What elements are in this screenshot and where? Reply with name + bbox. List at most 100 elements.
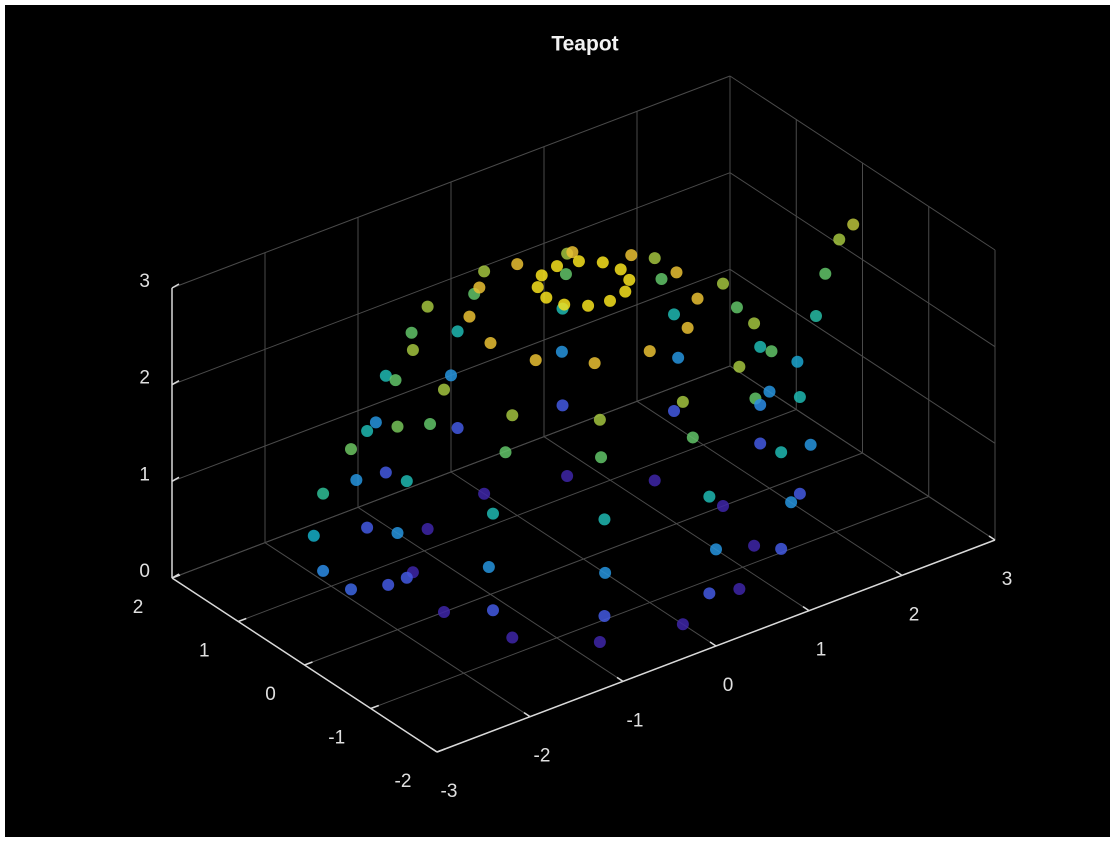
point [748,539,761,552]
point [775,542,788,555]
y-tick-label: 1 [199,641,210,662]
point [593,636,606,649]
y-tick [370,704,380,710]
z-tick-label: 0 [139,561,150,582]
x-tick-label: -2 [534,746,551,767]
point [540,291,553,304]
point [421,300,434,313]
point [307,529,320,542]
point [833,233,846,246]
grid-line [370,496,929,709]
point [793,391,806,404]
point [499,446,512,459]
point [717,277,729,290]
x-tick-label: -3 [441,781,458,802]
point [717,500,729,512]
point [511,258,524,271]
point [391,527,404,539]
point [598,513,611,526]
point [614,263,627,276]
point [345,583,357,596]
point [754,398,767,411]
figure-background [5,5,1110,837]
z-tick [171,573,180,579]
point [379,369,392,382]
point [595,451,608,464]
point [791,355,804,368]
x-tick-label: -1 [627,710,644,731]
point [558,298,571,311]
point [648,252,661,265]
point [763,385,776,398]
point [478,487,491,500]
point [506,631,519,644]
point [463,310,476,323]
z-tick-label: 1 [139,464,150,485]
z-tick-label: 3 [139,271,150,292]
point [451,325,464,338]
point [317,487,330,500]
point [317,564,330,577]
point [588,357,601,370]
point [676,618,689,631]
point [582,299,595,312]
point [529,354,542,367]
point [748,317,761,330]
point [810,310,822,322]
x-tick [430,747,438,753]
point [421,522,434,535]
point [361,521,374,534]
point [765,345,778,358]
x-tick [523,712,531,718]
point [593,413,606,426]
y-tick-label: -2 [395,771,412,792]
point [733,360,746,373]
point [400,571,413,584]
point [754,340,767,353]
point [604,294,616,307]
point [406,343,419,356]
point [506,409,519,422]
point [478,265,491,278]
z-tick-label: 2 [139,368,150,389]
point [405,326,418,339]
point [531,281,544,294]
point [668,405,681,418]
point [598,610,611,623]
y-tick-label: -1 [328,728,345,749]
y-tick-label: 0 [265,684,276,705]
point [345,443,357,456]
point [691,292,704,305]
z-tick [171,476,180,482]
point [379,466,392,479]
point [445,369,457,382]
x-tick [709,641,717,647]
x-tick [895,570,903,576]
chart-title: Teapot [551,33,618,56]
x-tick-label: 1 [816,640,827,661]
point [703,490,716,503]
point [555,345,568,358]
point [559,268,572,281]
point [473,281,486,294]
point [793,487,806,500]
point [535,269,548,282]
point [391,420,404,433]
point [643,345,656,358]
point [400,475,413,488]
point [551,260,563,273]
point [648,474,661,487]
grid-line [729,75,996,251]
point [556,399,569,412]
point [703,587,716,600]
point [382,578,395,591]
x-tick-label: 3 [1002,569,1013,590]
x-tick-label: 0 [723,675,734,696]
point [369,416,382,429]
point [484,337,497,349]
point [572,255,585,268]
point [350,473,363,486]
z-tick [171,380,180,386]
point [389,374,402,387]
